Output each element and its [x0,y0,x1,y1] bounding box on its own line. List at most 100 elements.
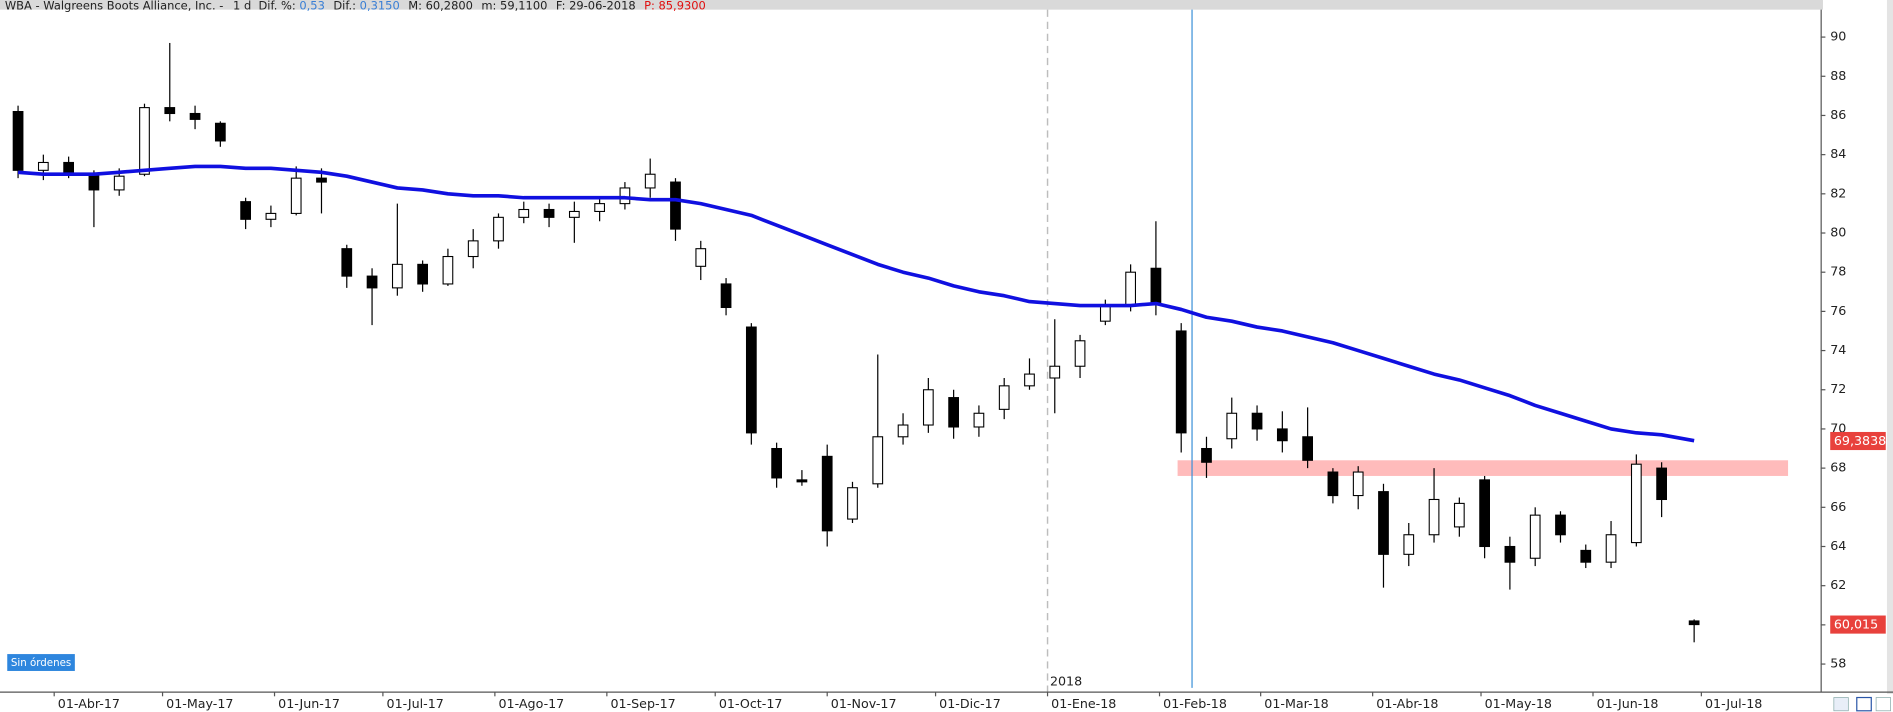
axis-layer: 586062646668707274767880828486889001-Abr… [53,29,1846,711]
badge-text: Sin órdenes [11,657,71,669]
candle-body [1125,271,1137,307]
candle-body [442,255,454,285]
y-tick-label: 82 [1830,185,1846,200]
y-tick-label: 74 [1830,342,1846,357]
candle-body [1201,447,1212,463]
candle-body [1378,491,1389,555]
candle-body [113,175,125,191]
x-tick-label: 01-Jul-17 [387,696,444,711]
header-text: Dif.: [333,0,356,13]
candle-body [1226,412,1238,440]
header-text: 0,53 [299,0,325,13]
candle-body [872,436,884,485]
resistance-zone [1177,460,1789,476]
badge-box [7,654,75,671]
x-tick-label: 01-May-17 [166,696,233,711]
price-tag [1830,431,1886,451]
y-tick-label: 76 [1830,303,1846,318]
candle-body [88,173,100,191]
candle-body [644,173,656,189]
candle-body [467,240,479,258]
header-text: P: [644,0,655,13]
zone-layer [1177,460,1789,476]
y-tick-label: 78 [1830,264,1846,279]
icon[interactable] [1856,696,1872,712]
candle-body [695,248,707,267]
x-tick-label: 01-Jun-17 [278,696,340,711]
x-tick-label: 01-Ago-17 [498,696,564,711]
candle-body [316,177,327,183]
candle-body [1529,514,1541,559]
candle-body [37,161,49,171]
candle-body [1327,471,1339,497]
scroll-strip [1886,0,1893,694]
y-tick-label: 72 [1830,381,1846,396]
candle-body [1049,365,1061,379]
candle-body [417,263,429,285]
candle-body [1024,373,1035,387]
header-text: 29-06-2018 [569,0,636,13]
y-tick-label: 90 [1830,29,1846,44]
candle-body [164,107,176,115]
candle-body [821,455,833,532]
price-tag-label: 60,015 [1834,617,1878,632]
candle-body [568,210,580,218]
candle-body [1302,436,1313,461]
candle-body [1555,514,1566,536]
candle-body [1150,267,1162,305]
y-tick-label: 86 [1830,107,1846,122]
y-tick-label: 84 [1830,146,1846,161]
year-label: 2018 [1050,673,1082,688]
x-tick-label: 01-Abr-18 [1376,696,1438,711]
candle-body [290,177,302,214]
x-tick-label: 01-Nov-17 [831,696,897,711]
header-text: WBA - Walgreens Boots Alliance, Inc. - [5,0,224,13]
candle-body [973,412,985,428]
icon[interactable] [1833,697,1849,712]
window-icons [1833,696,1891,712]
candle-body [265,212,277,220]
x-tick-label: 01-Ene-18 [1051,696,1116,711]
x-tick-label: 01-Dic-17 [939,696,1001,711]
candle-body [1605,534,1617,563]
candle-body [1175,330,1187,434]
header-text: 0,3150 [360,0,400,13]
y-tick-label: 70 [1830,420,1846,435]
header-text: F: [556,0,566,13]
price-tag [1830,615,1886,634]
y-tick-label: 68 [1830,460,1846,475]
candle-body [543,208,555,218]
x-tick-label: 01-Abr-17 [58,696,120,711]
candle-body [12,110,24,171]
candle-body [1504,545,1516,563]
candle-body [1479,479,1490,548]
y-tick-label: 88 [1830,68,1846,83]
candle-body [240,201,252,220]
candle-body [341,248,353,277]
y-tick-label: 80 [1830,225,1846,240]
candle-body [670,181,681,230]
candle-body [720,283,732,309]
candle-body [1656,467,1667,501]
candle-body [796,479,808,483]
candle-body [366,275,378,289]
candle-body [1251,412,1263,430]
x-tick-label: 01-Feb-18 [1163,696,1227,711]
header-text: 59,1100 [500,0,547,13]
header-text: 85,9300 [658,0,705,13]
header-text: m: [481,0,496,13]
candle-body [1403,534,1415,555]
candle-body [391,263,403,289]
x-tick-label: 01-Oct-17 [719,696,783,711]
candle-body [1099,304,1111,322]
candle-body [1352,471,1364,497]
candle-body [1074,340,1086,367]
candle-body [214,122,226,142]
orders-badge: Sin órdenes [7,654,75,671]
x-tick-label: 01-Jul-18 [1705,696,1762,711]
icon[interactable] [1875,697,1891,712]
candle-body [518,208,530,218]
